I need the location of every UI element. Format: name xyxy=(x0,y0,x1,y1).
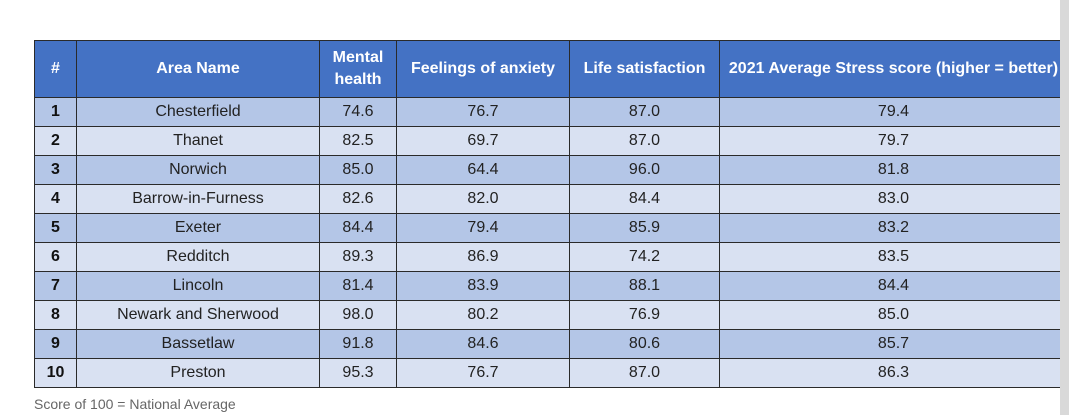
cell-mental-health: 91.8 xyxy=(319,329,397,359)
cell-rank: 10 xyxy=(34,358,77,388)
cell-mental-health: 82.6 xyxy=(319,184,397,214)
cell-rank: 6 xyxy=(34,242,77,272)
cell-feelings-of-anxiety: 84.6 xyxy=(396,329,570,359)
cell-feelings-of-anxiety: 69.7 xyxy=(396,126,570,156)
cell-area-name: Preston xyxy=(76,358,320,388)
cell-life-satisfaction: 87.0 xyxy=(569,358,720,388)
cell-mental-health: 85.0 xyxy=(319,155,397,185)
cell-life-satisfaction: 84.4 xyxy=(569,184,720,214)
cell-feelings-of-anxiety: 80.2 xyxy=(396,300,570,330)
header-stress-score: 2021 Average Stress score (higher = bett… xyxy=(719,40,1068,98)
cell-area-name: Redditch xyxy=(76,242,320,272)
cell-rank: 7 xyxy=(34,271,77,301)
table-row: 1 Chesterfield 74.6 76.7 87.0 79.4 xyxy=(34,97,1068,127)
cell-stress-score: 79.7 xyxy=(719,126,1068,156)
cell-area-name: Exeter xyxy=(76,213,320,243)
header-mental-health: Mental health xyxy=(319,40,397,98)
table-body: 1 Chesterfield 74.6 76.7 87.0 79.4 2 Tha… xyxy=(34,97,1068,388)
cell-feelings-of-anxiety: 82.0 xyxy=(396,184,570,214)
cell-life-satisfaction: 88.1 xyxy=(569,271,720,301)
cell-area-name: Lincoln xyxy=(76,271,320,301)
cell-stress-score: 85.7 xyxy=(719,329,1068,359)
cell-area-name: Newark and Sherwood xyxy=(76,300,320,330)
cell-area-name: Barrow-in-Furness xyxy=(76,184,320,214)
cell-rank: 2 xyxy=(34,126,77,156)
footnote: Score of 100 = National Average xyxy=(34,396,236,412)
table-row: 5 Exeter 84.4 79.4 85.9 83.2 xyxy=(34,213,1068,243)
cell-stress-score: 81.8 xyxy=(719,155,1068,185)
cell-feelings-of-anxiety: 79.4 xyxy=(396,213,570,243)
table-row: 9 Bassetlaw 91.8 84.6 80.6 85.7 xyxy=(34,329,1068,359)
cell-rank: 1 xyxy=(34,97,77,127)
cell-mental-health: 84.4 xyxy=(319,213,397,243)
cell-stress-score: 85.0 xyxy=(719,300,1068,330)
header-area-name: Area Name xyxy=(76,40,320,98)
cell-life-satisfaction: 87.0 xyxy=(569,97,720,127)
cell-life-satisfaction: 87.0 xyxy=(569,126,720,156)
cell-rank: 9 xyxy=(34,329,77,359)
cell-stress-score: 83.5 xyxy=(719,242,1068,272)
cell-stress-score: 84.4 xyxy=(719,271,1068,301)
stress-table-container: # Area Name Mental health Feelings of an… xyxy=(34,40,1068,388)
cell-mental-health: 95.3 xyxy=(319,358,397,388)
table-row: 4 Barrow-in-Furness 82.6 82.0 84.4 83.0 xyxy=(34,184,1068,214)
cell-stress-score: 79.4 xyxy=(719,97,1068,127)
cell-stress-score: 83.2 xyxy=(719,213,1068,243)
cell-feelings-of-anxiety: 76.7 xyxy=(396,358,570,388)
cell-feelings-of-anxiety: 64.4 xyxy=(396,155,570,185)
cell-life-satisfaction: 80.6 xyxy=(569,329,720,359)
table-row: 3 Norwich 85.0 64.4 96.0 81.8 xyxy=(34,155,1068,185)
header-feelings-of-anxiety: Feelings of anxiety xyxy=(396,40,570,98)
cell-rank: 8 xyxy=(34,300,77,330)
cell-life-satisfaction: 85.9 xyxy=(569,213,720,243)
table-row: 10 Preston 95.3 76.7 87.0 86.3 xyxy=(34,358,1068,388)
cell-rank: 3 xyxy=(34,155,77,185)
table-row: 2 Thanet 82.5 69.7 87.0 79.7 xyxy=(34,126,1068,156)
cell-area-name: Thanet xyxy=(76,126,320,156)
table-row: 6 Redditch 89.3 86.9 74.2 83.5 xyxy=(34,242,1068,272)
cell-mental-health: 98.0 xyxy=(319,300,397,330)
cell-stress-score: 86.3 xyxy=(719,358,1068,388)
table-row: 8 Newark and Sherwood 98.0 80.2 76.9 85.… xyxy=(34,300,1068,330)
cell-feelings-of-anxiety: 86.9 xyxy=(396,242,570,272)
cell-mental-health: 82.5 xyxy=(319,126,397,156)
cell-area-name: Norwich xyxy=(76,155,320,185)
table-row: 7 Lincoln 81.4 83.9 88.1 84.4 xyxy=(34,271,1068,301)
cell-rank: 4 xyxy=(34,184,77,214)
cell-stress-score: 83.0 xyxy=(719,184,1068,214)
cell-life-satisfaction: 76.9 xyxy=(569,300,720,330)
scrollbar[interactable] xyxy=(1060,0,1069,415)
table-header-row: # Area Name Mental health Feelings of an… xyxy=(34,40,1068,98)
cell-feelings-of-anxiety: 83.9 xyxy=(396,271,570,301)
header-life-satisfaction: Life satisfaction xyxy=(569,40,720,98)
header-rank: # xyxy=(34,40,77,98)
cell-life-satisfaction: 96.0 xyxy=(569,155,720,185)
cell-area-name: Bassetlaw xyxy=(76,329,320,359)
cell-mental-health: 89.3 xyxy=(319,242,397,272)
cell-mental-health: 74.6 xyxy=(319,97,397,127)
stress-score-table: # Area Name Mental health Feelings of an… xyxy=(34,40,1068,388)
cell-rank: 5 xyxy=(34,213,77,243)
cell-area-name: Chesterfield xyxy=(76,97,320,127)
cell-life-satisfaction: 74.2 xyxy=(569,242,720,272)
cell-mental-health: 81.4 xyxy=(319,271,397,301)
cell-feelings-of-anxiety: 76.7 xyxy=(396,97,570,127)
